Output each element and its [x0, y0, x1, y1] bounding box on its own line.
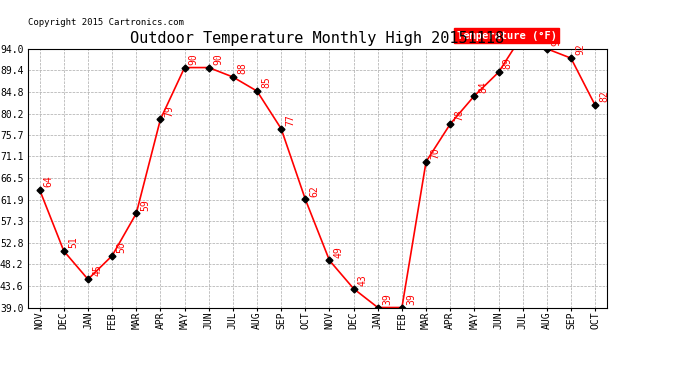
Text: 78: 78 [455, 110, 464, 121]
Text: 84: 84 [479, 81, 489, 93]
Text: 77: 77 [286, 114, 295, 126]
Title: Outdoor Temperature Monthly High 20151118: Outdoor Temperature Monthly High 2015111… [130, 31, 504, 46]
Text: 90: 90 [189, 53, 199, 65]
Text: 82: 82 [600, 91, 609, 102]
Text: 59: 59 [141, 199, 150, 211]
Text: 85: 85 [262, 76, 271, 88]
Text: 94: 94 [551, 34, 561, 46]
Text: 70: 70 [431, 147, 440, 159]
Text: 89: 89 [503, 58, 513, 69]
Text: 79: 79 [165, 105, 175, 117]
Text: 64: 64 [44, 176, 54, 187]
Text: 97: 97 [0, 374, 1, 375]
Text: Copyright 2015 Cartronics.com: Copyright 2015 Cartronics.com [28, 18, 184, 27]
Text: 50: 50 [117, 241, 126, 253]
Text: 90: 90 [213, 53, 223, 65]
Text: 43: 43 [358, 274, 368, 286]
Text: 51: 51 [68, 237, 78, 248]
Text: 88: 88 [237, 63, 247, 74]
Text: Temperature (°F): Temperature (°F) [457, 31, 557, 40]
Text: 49: 49 [334, 246, 344, 258]
Text: 45: 45 [92, 265, 102, 276]
Text: 92: 92 [575, 44, 585, 55]
Text: 62: 62 [310, 185, 319, 196]
Text: 39: 39 [406, 293, 416, 305]
Text: 39: 39 [382, 293, 392, 305]
